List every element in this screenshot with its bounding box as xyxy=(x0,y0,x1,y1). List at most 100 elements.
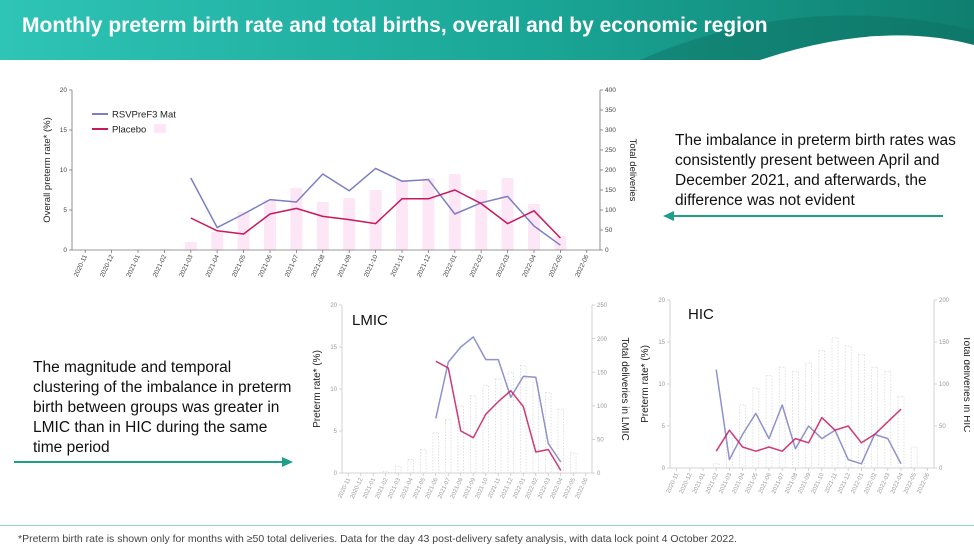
delivery-bar xyxy=(520,365,527,474)
x-tick-label: 2020-11 xyxy=(73,254,89,278)
x-tick-label: 2021-01 xyxy=(125,254,142,279)
delivery-bar xyxy=(475,190,488,250)
delivery-bar xyxy=(407,459,414,474)
delivery-bar xyxy=(726,433,733,469)
y-tick-label: 10 xyxy=(330,387,337,393)
x-tick-label: 2020-12 xyxy=(99,254,116,279)
y2-tick-label: 200 xyxy=(597,337,608,343)
y-tick-label: 10 xyxy=(60,167,68,174)
delivery-bar xyxy=(554,236,567,250)
y-tick-label: 5 xyxy=(334,429,338,435)
delivery-bar xyxy=(752,387,760,469)
delivery-bar xyxy=(910,446,918,469)
delivery-bar xyxy=(343,198,356,250)
delivery-bar xyxy=(316,202,329,250)
x-tick-label: 2021-07 xyxy=(284,254,301,279)
series-line-rsvpref3 xyxy=(190,167,561,246)
y-tick-label: 0 xyxy=(334,471,338,477)
chart-lmic: 051015200501001502002502020-112020-12202… xyxy=(312,303,630,500)
delivery-bar xyxy=(739,404,746,469)
series-line-rsvpref3 xyxy=(715,369,902,465)
x-tick-label: 2022-01 xyxy=(442,254,459,279)
y2-tick-label: 50 xyxy=(605,227,613,234)
delivery-bar xyxy=(557,408,564,474)
x-tick-label: 2021-12 xyxy=(416,254,433,279)
delivery-bar xyxy=(395,465,402,474)
y2-tick-label: 400 xyxy=(605,87,616,94)
y2-tick-label: 200 xyxy=(605,167,616,174)
panel-title: HIC xyxy=(688,306,714,323)
delivery-bar xyxy=(501,178,514,250)
delivery-bar xyxy=(818,350,826,469)
x-tick-label: 2022-03 xyxy=(495,254,512,279)
series-line-placebo xyxy=(435,360,562,471)
y-tick-label: 20 xyxy=(658,298,665,304)
callout-bottom: The magnitude and temporal clustering of… xyxy=(33,359,292,456)
panel-title: LMIC xyxy=(352,312,388,329)
x-tick-label: 2021-02 xyxy=(152,254,169,279)
delivery-bar xyxy=(396,180,408,250)
y2-tick-label: 250 xyxy=(605,147,616,154)
delivery-bar xyxy=(369,190,382,250)
y-tick-label: 0 xyxy=(63,247,67,254)
y2-tick-label: 100 xyxy=(597,404,608,410)
delivery-bar xyxy=(237,212,250,250)
x-tick-label: 2021-10 xyxy=(363,254,380,279)
y2-tick-label: 0 xyxy=(597,471,601,477)
delivery-bar xyxy=(448,174,461,250)
x-tick-label: 2022-02 xyxy=(469,254,486,279)
delivery-bar xyxy=(858,354,865,469)
delivery-bar xyxy=(528,204,540,250)
x-tick-label: 2021-05 xyxy=(231,254,248,279)
x-tick-label: 2022-06 xyxy=(574,254,591,279)
x-tick-label: 2021-11 xyxy=(390,254,406,278)
y2-axis-label: Total deliveries xyxy=(627,139,638,202)
series-line-placebo xyxy=(190,189,561,239)
y2-tick-label: 100 xyxy=(605,207,616,214)
y-tick-label: 15 xyxy=(330,345,337,351)
y2-tick-label: 250 xyxy=(597,303,608,309)
series-line-rsvpref3 xyxy=(435,336,562,463)
y-tick-label: 20 xyxy=(60,87,68,94)
x-tick-label: 2022-04 xyxy=(521,254,538,279)
legend-label: Placebo xyxy=(112,125,146,136)
y2-tick-label: 300 xyxy=(605,127,616,134)
delivery-bar xyxy=(422,178,435,250)
delivery-bar xyxy=(184,242,197,250)
page-title: Monthly preterm birth rate and total bir… xyxy=(22,14,768,37)
chart-hic: 051015200501001502002020-112020-122021-0… xyxy=(640,298,970,495)
y2-tick-label: 0 xyxy=(605,247,609,254)
x-tick-label: 2021-06 xyxy=(257,254,274,279)
x-tick-label: 2022-06 xyxy=(575,477,590,500)
y-tick-label: 20 xyxy=(330,303,337,309)
x-tick-label: 2021-09 xyxy=(337,254,354,279)
footnote-divider xyxy=(0,525,974,526)
delivery-bar xyxy=(445,418,452,474)
x-tick-label: 2021-04 xyxy=(205,254,222,279)
y-tick-label: 5 xyxy=(662,424,666,430)
delivery-bar xyxy=(432,432,439,474)
y-tick-label: 0 xyxy=(662,466,666,472)
y-axis-label: Preterm rate* (%) xyxy=(640,345,651,423)
series-line-placebo xyxy=(715,408,902,452)
delivery-bar xyxy=(897,396,905,469)
delivery-bar xyxy=(211,232,224,250)
y2-tick-label: 50 xyxy=(939,424,946,430)
title-banner: Monthly preterm birth rate and total bir… xyxy=(0,0,974,60)
x-tick-label: 2022-06 xyxy=(916,472,931,495)
y2-tick-label: 200 xyxy=(939,298,950,304)
legend-bar-swatch xyxy=(154,124,166,133)
x-tick-label: 2022-05 xyxy=(548,254,565,279)
y2-axis-label: Total deliveries in LMIC xyxy=(619,337,630,440)
y-axis-label: Overall preterm rate* (%) xyxy=(42,117,53,223)
delivery-bar xyxy=(495,378,502,474)
y-tick-label: 5 xyxy=(63,207,67,214)
y-tick-label: 15 xyxy=(658,340,665,346)
delivery-bar xyxy=(792,371,799,469)
y2-tick-label: 0 xyxy=(939,466,943,472)
delivery-bar xyxy=(264,200,276,250)
delivery-bar xyxy=(844,345,852,469)
y-tick-label: 15 xyxy=(60,127,68,134)
x-tick-label: 2021-03 xyxy=(178,254,195,279)
